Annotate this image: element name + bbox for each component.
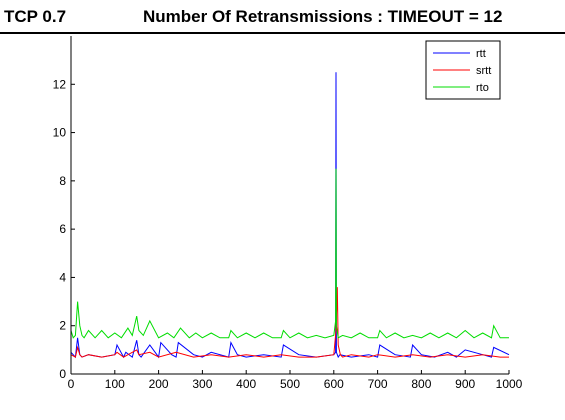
series-line-srtt [70,287,509,358]
y-tick-label: 6 [59,222,66,236]
x-tick-label: 100 [105,377,125,391]
series-layer [70,72,510,359]
y-tick-label: 0 [59,367,66,381]
legend-label-rtt: rtt [476,48,486,60]
x-tick-label: 900 [455,377,475,391]
protocol-label: TCP 0.7 [4,7,67,26]
legend-label-rto: rto [476,82,489,94]
axes-layer: 0 100 200 300 400 500 600 700 800 900 1000 0 2 4 6 8 10 1… [53,36,523,391]
y-tick-label: 12 [53,77,67,91]
x-tick-label: 800 [411,377,431,391]
series-line-rto [70,168,509,339]
x-tick-label: 600 [324,377,344,391]
y-tick-label: 2 [59,319,66,333]
x-tick-label: 500 [280,377,300,391]
chart-title: Number Of Retransmissions : TIMEOUT = 12 [143,7,503,26]
x-tick-label: 400 [236,377,256,391]
x-tick-label: 1000 [496,377,523,391]
y-tick-label: 10 [53,126,67,140]
legend: rtt srtt rto [425,40,501,100]
header-divider [0,32,565,34]
legend-label-srtt: srtt [476,65,491,77]
y-tick-label: 8 [59,174,66,188]
x-tick-label: 300 [192,377,212,391]
x-tick-label: 200 [149,377,169,391]
x-tick-label: 0 [68,377,75,391]
y-tick-label: 4 [59,270,66,284]
x-tick-label: 700 [368,377,388,391]
figure-header: TCP 0.7 Number Of Retransmissions : TIME… [0,0,565,36]
